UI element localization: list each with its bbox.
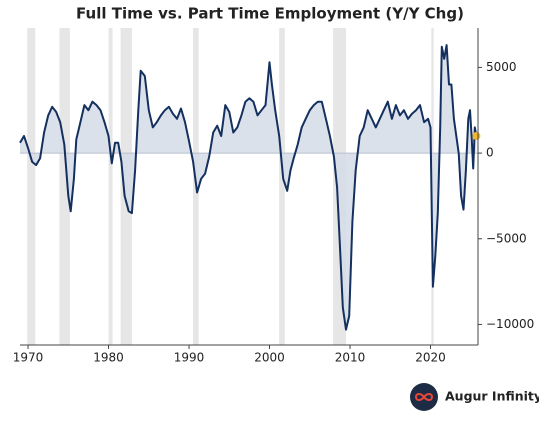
chart-title: Full Time vs. Part Time Employment (Y/Y …	[76, 5, 464, 23]
x-tick-label: 2020	[415, 351, 446, 365]
x-tick-label: 1990	[174, 351, 205, 365]
area	[20, 45, 477, 330]
line	[19, 44, 478, 331]
x-tick-label: 1970	[13, 351, 44, 365]
y-tick-label: 0	[486, 146, 494, 160]
y-tick-label: −10000	[486, 317, 534, 331]
recession-band	[59, 28, 70, 345]
end-marker	[472, 131, 481, 140]
logo: Augur Infinity	[410, 383, 539, 411]
recession-band	[108, 28, 113, 345]
recession-band	[279, 28, 285, 345]
logo-text: Augur Infinity	[445, 389, 539, 404]
x-tick-label: 2000	[254, 351, 285, 365]
x-tick-label: 1980	[93, 351, 124, 365]
y-tick-label: −5000	[486, 231, 527, 245]
y-tick-label: 5000	[486, 60, 517, 74]
x-tick-label: 2010	[335, 351, 366, 365]
logo-symbol	[414, 393, 434, 401]
recession-band	[27, 28, 36, 345]
